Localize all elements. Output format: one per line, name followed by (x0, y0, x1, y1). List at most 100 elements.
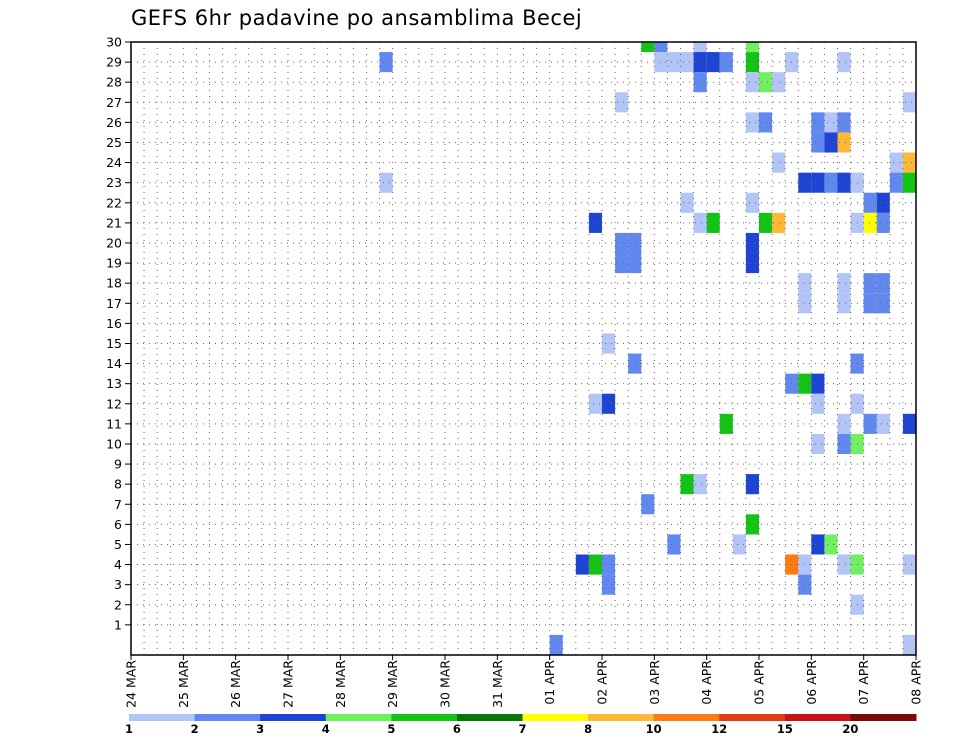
y-tick-label: 6 (114, 517, 122, 532)
x-tick-label: 03 APR (647, 660, 662, 705)
colorbar-swatch (719, 714, 786, 721)
heatmap-cell (902, 172, 916, 193)
chart-title: GEFS 6hr padavine po ansamblima Becej (131, 6, 583, 30)
heatmap-cell (902, 152, 916, 173)
colorbar-label: 8 (584, 722, 592, 736)
heatmap-cell (745, 112, 759, 133)
heatmap-cell (745, 52, 759, 73)
heatmap-cell (745, 192, 759, 213)
x-tick-label: 07 APR (856, 660, 871, 705)
heatmap-cell (876, 273, 890, 294)
heatmap-cell (615, 253, 629, 274)
heatmap-cell (811, 534, 825, 555)
heatmap-cell (693, 72, 707, 93)
y-tick-label: 12 (106, 396, 122, 411)
heatmap-cell (745, 514, 759, 535)
heatmap-cell (837, 413, 851, 434)
x-tick-label: 30 MAR (438, 660, 453, 708)
heatmap-cell (902, 634, 916, 655)
heatmap-cell (745, 474, 759, 495)
x-tick-label: 26 MAR (228, 660, 243, 708)
colorbar-label: 5 (387, 722, 395, 736)
heatmap-cell (824, 172, 838, 193)
y-tick-label: 23 (106, 175, 122, 190)
heatmap-cell (837, 112, 851, 133)
colorbar-swatch (456, 714, 523, 721)
y-axis: 1234567891011121314151617181920212223242… (106, 35, 131, 632)
heatmap-cell (693, 42, 707, 53)
x-tick-label: 31 MAR (490, 660, 505, 708)
y-tick-label: 25 (106, 135, 122, 150)
colorbar-swatch (784, 714, 851, 721)
heatmap-cell (759, 212, 773, 233)
heatmap-cell (575, 554, 589, 575)
y-tick-label: 17 (106, 296, 122, 311)
colorbar-label: 6 (453, 722, 461, 736)
colorbar-swatch (325, 714, 392, 721)
y-tick-label: 28 (106, 75, 122, 90)
colorbar-swatch (850, 714, 917, 721)
x-tick-label: 05 APR (752, 660, 767, 705)
y-tick-label: 9 (114, 457, 122, 472)
heatmap-cell (602, 574, 616, 595)
heatmap-cell (863, 293, 877, 314)
x-tick-label: 02 APR (595, 660, 610, 705)
heatmap-cell (863, 413, 877, 434)
heatmap-cell (667, 534, 681, 555)
heatmap-cell (628, 353, 642, 374)
heatmap-cell (759, 112, 773, 133)
heatmap-cell (680, 192, 694, 213)
heatmap-cell (824, 112, 838, 133)
x-tick-label: 25 MAR (176, 660, 191, 708)
heatmap-cell (772, 212, 786, 233)
colorbar-swatch (194, 714, 261, 721)
heatmap-cell (693, 212, 707, 233)
y-tick-label: 26 (106, 115, 122, 130)
heatmap-cell (379, 172, 393, 193)
y-tick-label: 18 (106, 276, 122, 291)
colorbar-label: 7 (518, 722, 526, 736)
colorbar-swatch (260, 714, 327, 721)
y-tick-label: 15 (106, 336, 122, 351)
x-tick-label: 24 MAR (124, 660, 139, 708)
heatmap-cell (798, 293, 812, 314)
colorbar-label: 3 (256, 722, 264, 736)
heatmap-cell (772, 72, 786, 93)
y-tick-label: 27 (106, 95, 122, 110)
heatmap-cell (745, 232, 759, 254)
heatmap-cell (811, 373, 825, 394)
heatmap-cell (588, 212, 602, 233)
heatmap-cell (719, 413, 733, 434)
heatmap-cell (745, 253, 759, 274)
heatmap-cell (837, 554, 851, 575)
heatmap-cell (732, 534, 746, 555)
colorbar-swatch (653, 714, 720, 721)
heatmap-cell (628, 253, 642, 274)
colorbar-swatch (588, 714, 655, 721)
heatmap-cell (759, 72, 773, 93)
heatmap-cell (745, 72, 759, 93)
heatmap-cell (798, 172, 812, 193)
grid-layer (131, 41, 916, 655)
colorbar-swatch (129, 714, 196, 721)
heatmap-cell (588, 393, 602, 414)
heatmap-cell (837, 433, 851, 455)
heatmap-cell (811, 112, 825, 133)
heatmap-cell (863, 212, 877, 233)
x-tick-label: 01 APR (542, 660, 557, 705)
y-tick-label: 10 (106, 436, 122, 451)
heatmap-cell (654, 42, 668, 53)
heatmap-cell (837, 132, 851, 153)
heatmap-cell (641, 42, 655, 53)
x-axis: 24 MAR 25 MAR 26 MAR 27 MAR 28 MAR 29 MAR 30 M… (124, 655, 924, 708)
colorbar-label: 15 (777, 722, 793, 736)
y-tick-label: 13 (106, 376, 122, 391)
heatmap-cell (902, 413, 916, 434)
heatmap-cell (615, 92, 629, 113)
colorbar-label: 1 (125, 722, 133, 736)
y-tick-label: 7 (114, 497, 122, 512)
heatmap-cell (811, 132, 825, 153)
plot-frame (130, 41, 917, 656)
colorbar-label: 4 (322, 722, 330, 736)
